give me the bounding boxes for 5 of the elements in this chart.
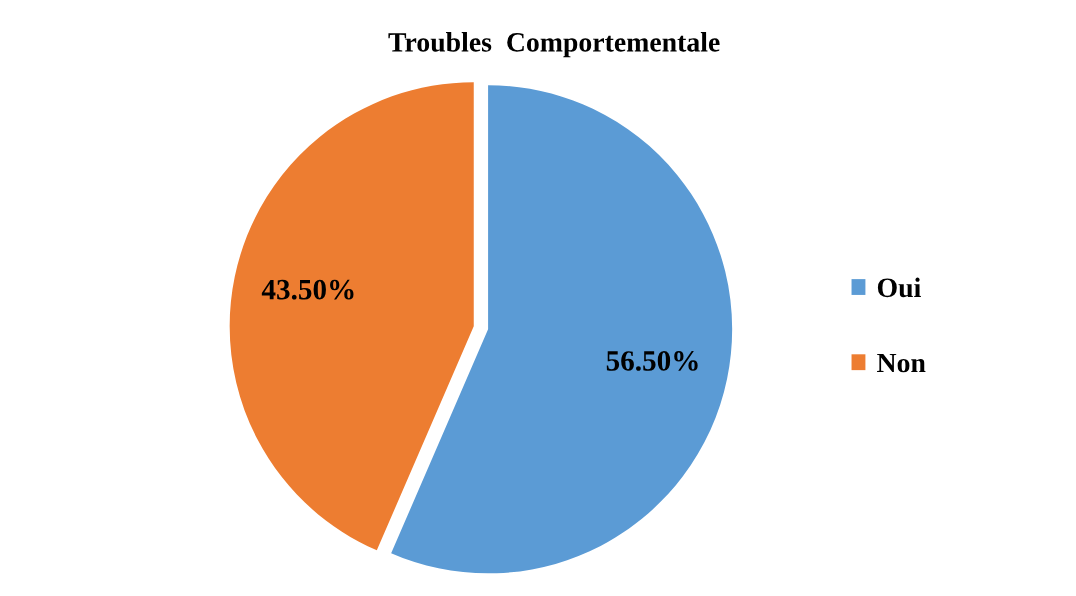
legend-label: Oui — [877, 277, 921, 298]
chart-title: Troubles Comportementale — [388, 32, 720, 58]
data-label: 43.50% — [261, 279, 354, 300]
data-label: 56.50% — [606, 351, 698, 371]
legend-label: Non — [877, 353, 926, 373]
